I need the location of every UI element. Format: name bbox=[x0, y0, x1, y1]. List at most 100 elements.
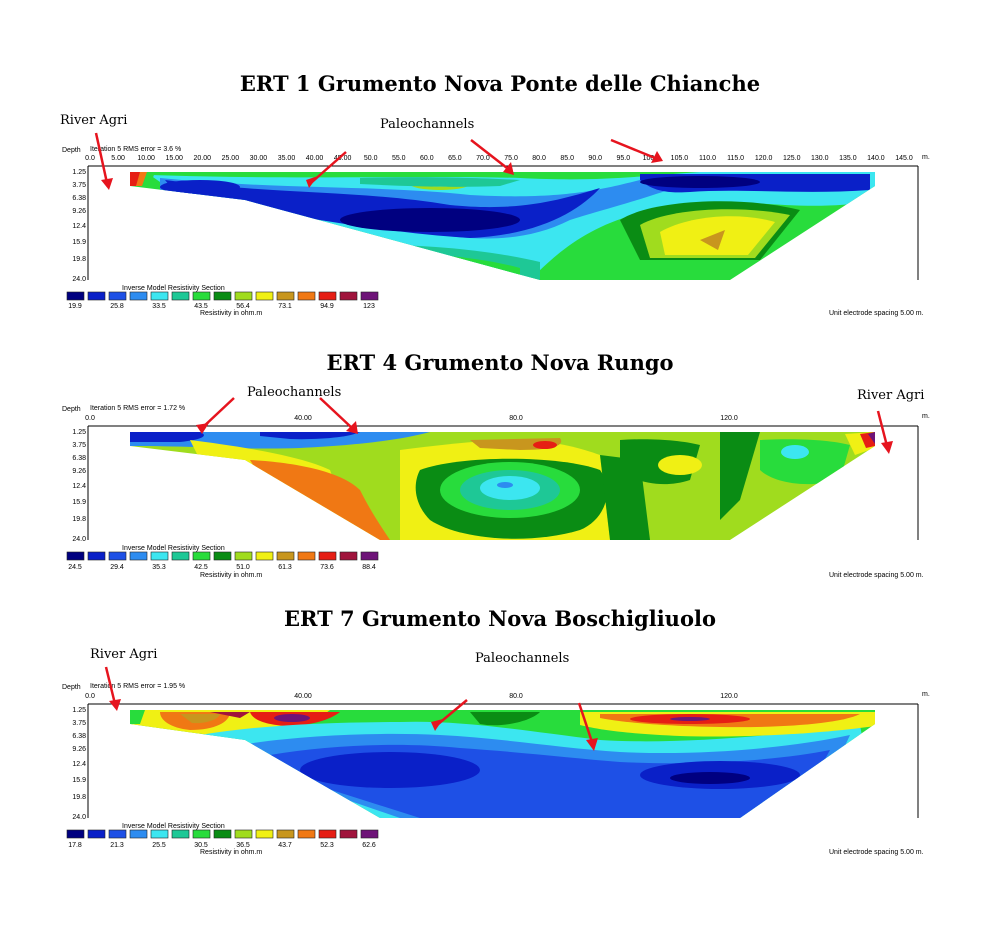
unit-label: m. bbox=[922, 413, 930, 420]
x-tick-label: 55.0 bbox=[392, 155, 406, 162]
legend-values: 19.9 25.8 33.5 43.5 56.4 73.1 94.9 123 bbox=[68, 303, 375, 310]
legend-swatch bbox=[297, 829, 316, 839]
depth-tick-label: 12.4 bbox=[72, 483, 86, 490]
legend-value: 21.3 bbox=[110, 842, 124, 849]
legend-swatch bbox=[66, 829, 85, 839]
x-tick-label: 30.00 bbox=[250, 155, 268, 162]
legend-swatch bbox=[255, 551, 274, 561]
depth-tick-label: 19.8 bbox=[72, 794, 86, 801]
legend-swatch bbox=[108, 551, 127, 561]
legend-value: 36.5 bbox=[236, 842, 250, 849]
x-tick-label: 40.00 bbox=[294, 693, 312, 700]
x-ticks: 0.0 5.00 10.00 15.00 20.00 25.00 30.00 35.00 40.… bbox=[85, 155, 913, 162]
depth-tick-label: 6.38 bbox=[72, 733, 86, 740]
x-tick-label: 140.0 bbox=[867, 155, 885, 162]
legend-swatch bbox=[213, 551, 232, 561]
depth-tick-label: 24.0 bbox=[72, 814, 86, 821]
legend-swatch bbox=[150, 829, 169, 839]
spacing-note: Unit electrode spacing 5.00 m. bbox=[829, 572, 924, 579]
legend-swatch bbox=[276, 829, 295, 839]
annotation-paleochannels: Paleochannels bbox=[475, 651, 570, 666]
x-tick-label: 100.0 bbox=[643, 155, 661, 162]
legend-swatch bbox=[108, 291, 127, 301]
depth-ticks: 1.25 3.75 6.38 9.26 12.4 15.9 19.8 24.0 bbox=[72, 429, 86, 543]
depth-tick-label: 3.75 bbox=[72, 720, 86, 727]
legend-swatch bbox=[192, 551, 211, 561]
x-tick-label: 145.0 bbox=[895, 155, 913, 162]
legend-value: 56.4 bbox=[236, 303, 250, 310]
depth-ticks: 1.25 3.75 6.38 9.26 12.4 15.9 19.8 24.0 bbox=[72, 707, 86, 821]
annotation-paleochannels: Paleochannels bbox=[247, 385, 342, 400]
x-tick-label: 115.0 bbox=[727, 155, 744, 162]
annotation-river-agri: River Agri bbox=[90, 647, 158, 662]
legend-swatch bbox=[360, 551, 379, 561]
legend-value: 62.6 bbox=[362, 842, 376, 849]
annotation-paleochannels: Paleochannels bbox=[380, 117, 475, 132]
legend-swatch bbox=[171, 551, 190, 561]
legend-value: 61.3 bbox=[278, 564, 292, 571]
panel-title: ERT 1 Grumento Nova Ponte delle Chianche bbox=[239, 71, 761, 96]
legend-swatch bbox=[234, 551, 253, 561]
x-tick-label: 0.0 bbox=[85, 155, 95, 162]
legend-unit: Resistivity in ohm.m bbox=[200, 310, 263, 317]
arrows bbox=[104, 666, 598, 751]
annotation-river-agri: River Agri bbox=[857, 388, 925, 403]
legend-unit: Resistivity in ohm.m bbox=[200, 849, 263, 856]
depth-tick-label: 15.9 bbox=[72, 499, 86, 506]
legend-swatch bbox=[87, 829, 106, 839]
legend-value: 94.9 bbox=[320, 303, 334, 310]
x-tick-label: 125.0 bbox=[783, 155, 801, 162]
depth-tick-label: 24.0 bbox=[72, 276, 86, 283]
depth-tick-label: 24.0 bbox=[72, 536, 86, 543]
legend-values: 17.8 21.3 25.5 30.5 36.5 43.7 52.3 62.6 bbox=[68, 842, 376, 849]
legend-swatch bbox=[318, 551, 337, 561]
legend-value: 43.7 bbox=[278, 842, 292, 849]
unit-label: m. bbox=[922, 691, 930, 698]
legend-swatch bbox=[192, 291, 211, 301]
spacing-note: Unit electrode spacing 5.00 m. bbox=[829, 310, 924, 317]
legend-value: 52.3 bbox=[320, 842, 334, 849]
x-tick-label: 80.0 bbox=[532, 155, 546, 162]
x-tick-label: 20.00 bbox=[194, 155, 212, 162]
panel-title: ERT 7 Grumento Nova Boschigliuolo bbox=[284, 606, 716, 631]
legend-value: 30.5 bbox=[194, 842, 208, 849]
depth-tick-label: 1.25 bbox=[72, 707, 86, 714]
legend-swatch bbox=[66, 551, 85, 561]
depth-tick-label: 9.26 bbox=[72, 208, 86, 215]
x-ticks: 0.0 40.00 80.0 120.0 bbox=[85, 693, 738, 700]
x-tick-label: 130.0 bbox=[811, 155, 829, 162]
x-tick-label: 75.0 bbox=[504, 155, 518, 162]
depth-tick-label: 15.9 bbox=[72, 239, 86, 246]
iteration-header: Iteration 5 RMS error = 1.72 % bbox=[90, 405, 186, 412]
x-tick-label: 65.0 bbox=[448, 155, 462, 162]
x-tick-label: 5.00 bbox=[111, 155, 125, 162]
legend-swatch bbox=[276, 551, 295, 561]
legend-title: Inverse Model Resistivity Section bbox=[122, 823, 225, 830]
legend-swatch bbox=[297, 291, 316, 301]
spacing-note: Unit electrode spacing 5.00 m. bbox=[829, 849, 924, 856]
legend-value: 17.8 bbox=[68, 842, 82, 849]
depth-tick-label: 3.75 bbox=[72, 182, 86, 189]
x-tick-label: 60.0 bbox=[420, 155, 434, 162]
x-tick-label: 120.0 bbox=[720, 693, 738, 700]
legend-value: 35.3 bbox=[152, 564, 166, 571]
depth-tick-label: 9.26 bbox=[72, 746, 86, 753]
depth-label: Depth bbox=[62, 147, 81, 154]
x-tick-label: 50.0 bbox=[364, 155, 378, 162]
x-tick-label: 90.0 bbox=[588, 155, 602, 162]
resistivity-section-1: 0.0 5.00 10.00 15.00 20.00 25.00 30.00 35.00 40.… bbox=[66, 132, 919, 310]
legend-value: 88.4 bbox=[362, 564, 376, 571]
legend-value: 51.0 bbox=[236, 564, 250, 571]
depth-tick-label: 1.25 bbox=[72, 429, 86, 436]
legend-swatch bbox=[108, 829, 127, 839]
depth-tick-label: 12.4 bbox=[72, 223, 86, 230]
x-tick-label: 35.00 bbox=[278, 155, 296, 162]
legend-swatch bbox=[318, 291, 337, 301]
legend-swatch bbox=[255, 829, 274, 839]
iteration-header: Iteration 5 RMS error = 3.6 % bbox=[90, 146, 182, 153]
legend-swatches bbox=[66, 551, 379, 561]
x-tick-label: 45.00 bbox=[334, 155, 352, 162]
legend-value: 123 bbox=[363, 303, 375, 310]
legend-swatch bbox=[255, 291, 274, 301]
x-tick-label: 15.00 bbox=[165, 155, 183, 162]
